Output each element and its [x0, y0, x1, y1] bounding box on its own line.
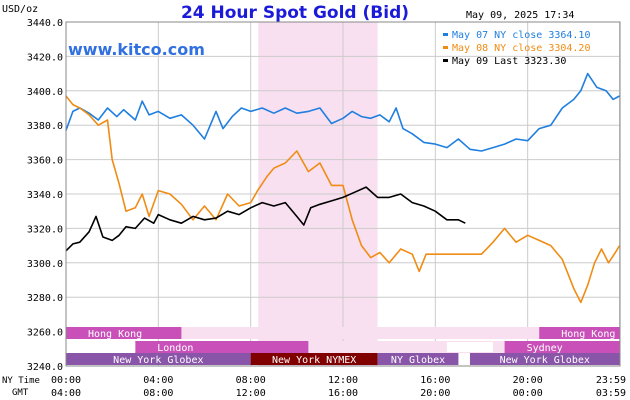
x-tick-ny: 23:59 [596, 375, 626, 386]
market-bar [539, 327, 620, 339]
y-tick-label: 3440.0 [27, 18, 63, 29]
x-tick-ny: 00:00 [51, 375, 81, 386]
x-tick-gmt: 20:00 [420, 388, 450, 399]
plot-border [65, 21, 621, 367]
x-tick-gmt: 04:00 [51, 388, 81, 399]
y-tick-label: 3280.0 [27, 293, 63, 304]
y-tick-label: 3380.0 [27, 121, 63, 132]
x-tick-ny: 04:00 [143, 375, 173, 386]
market-label: Hong Kong [561, 329, 615, 340]
market-label: Sydney [527, 343, 563, 354]
y-tick-label: 3300.0 [27, 259, 63, 270]
market-gap [446, 342, 494, 352]
series-line-1 [65, 95, 621, 304]
market-bar [504, 341, 620, 353]
x-tick-ny: 20:00 [513, 375, 543, 386]
market-bar [66, 327, 182, 339]
legend: May 07 NY close 3364.10 May 08 NY close … [443, 30, 590, 67]
y-tick-label: 3320.0 [27, 224, 63, 235]
x-tick-gmt: 08:00 [143, 388, 173, 399]
x-tick-ny: 16:00 [420, 375, 450, 386]
legend-entry-may07: May 07 NY close 3364.10 [452, 30, 590, 41]
y-tick-label: 3240.0 [27, 362, 63, 373]
series-line-2 [65, 186, 466, 252]
y-tick-label: 3260.0 [27, 328, 63, 339]
y-tick-label: 3400.0 [27, 87, 63, 98]
x-tick-gmt: 16:00 [328, 388, 358, 399]
x-label-ny: NY Time [2, 376, 40, 386]
y-tick-label: 3420.0 [27, 52, 63, 63]
timestamp: May 09, 2025 17:34 [466, 10, 574, 21]
market-label: Hong Kong [88, 329, 142, 340]
x-tick-ny: 12:00 [328, 375, 358, 386]
market-bar [250, 353, 378, 365]
market-label: New York Globex [113, 355, 203, 366]
legend-entry-may08: May 08 NY close 3304.20 [452, 43, 590, 54]
series-line-0 [65, 72, 620, 152]
y-tick-label: 3340.0 [27, 190, 63, 201]
market-label: London [157, 343, 193, 354]
market-label: New York Globex [500, 355, 590, 366]
x-tick-gmt: 12:00 [236, 388, 266, 399]
x-tick-ny: 08:00 [236, 375, 266, 386]
market-bar [469, 353, 620, 365]
x-tick-gmt: 00:00 [513, 388, 543, 399]
chart-title: 24 Hour Spot Gold (Bid) [181, 3, 409, 23]
website-label: www.kitco.com [68, 40, 205, 59]
x-tick-gmt: 03:59 [596, 388, 626, 399]
legend-entry-may09: May 09 Last 3323.30 [452, 56, 566, 67]
market-bar [135, 341, 309, 353]
market-gap [89, 342, 136, 352]
market-label: New York NYMEX [272, 355, 356, 366]
x-label-gmt: GMT [12, 388, 29, 398]
market-bar [377, 353, 459, 365]
market-bar [66, 353, 251, 365]
market-label: NY Globex [391, 355, 445, 366]
market-gap [181, 327, 540, 339]
unit-label: USD/oz [2, 4, 38, 15]
y-tick-label: 3360.0 [27, 156, 63, 167]
